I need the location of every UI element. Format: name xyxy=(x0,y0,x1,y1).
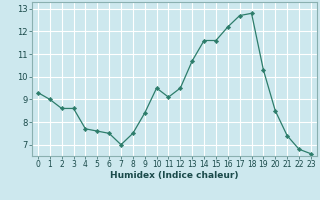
X-axis label: Humidex (Indice chaleur): Humidex (Indice chaleur) xyxy=(110,171,239,180)
